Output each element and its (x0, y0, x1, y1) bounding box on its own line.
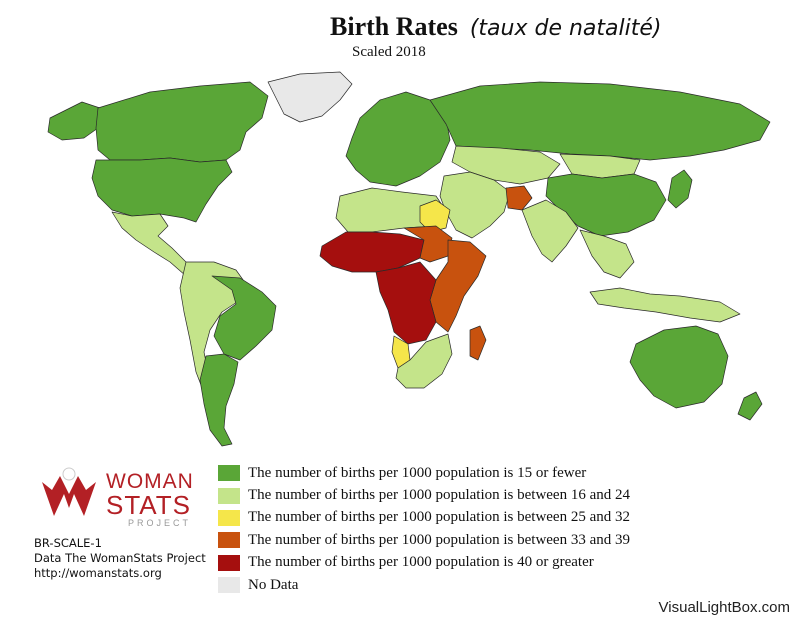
legend-label: The number of births per 1000 population… (248, 464, 587, 481)
logo-text-stats: STATS (106, 490, 191, 520)
legend-item: The number of births per 1000 population… (218, 529, 630, 551)
legend: The number of births per 1000 population… (218, 462, 630, 596)
region-libya-egypt (419, 199, 451, 233)
region-southern-africa (395, 333, 453, 389)
region-australia (629, 325, 729, 409)
region-central-asia (451, 145, 561, 185)
womanstats-logo-icon (42, 467, 96, 516)
logo-text-woman: WOMAN (106, 470, 194, 493)
data-source: Data The WomanStats Project (34, 551, 206, 565)
region-usa (91, 157, 233, 223)
legend-item: The number of births per 1000 population… (218, 552, 630, 574)
region-east-africa (429, 239, 487, 333)
womanstats-logo: WOMAN STATS PROJECT (34, 462, 194, 530)
source-info: BR-SCALE-1 Data The WomanStats Project h… (34, 536, 206, 581)
region-afghanistan (505, 185, 533, 211)
scale-label: Scaled 2018 (352, 44, 426, 60)
legend-swatch (218, 554, 240, 571)
legend-label: The number of births per 1000 population… (248, 509, 631, 526)
legend-label: The number of births per 1000 population… (248, 531, 631, 548)
region-brazil (211, 275, 277, 361)
logo-text-project: PROJECT (128, 518, 192, 528)
region-canada (95, 81, 269, 163)
legend-swatch (218, 532, 240, 549)
legend-label: The number of births per 1000 population… (248, 554, 594, 571)
region-central-africa (375, 261, 437, 345)
title-subtitle-french: (taux de natalité) (469, 16, 662, 41)
region-alaska (47, 101, 101, 141)
region-europe (345, 91, 451, 187)
map-title: Birth Rates (taux de natalité) (330, 12, 661, 42)
region-west-africa (319, 231, 425, 273)
region-south-asia (521, 199, 579, 263)
region-chile-argentina-south (199, 353, 239, 447)
source-url: http://womanstats.org (34, 566, 162, 580)
region-new-zealand (737, 391, 763, 421)
legend-item: The number of births per 1000 population… (218, 507, 630, 529)
region-madagascar (469, 325, 487, 361)
region-japan (667, 169, 693, 209)
region-middle-east (439, 171, 511, 239)
legend-swatch (218, 487, 240, 504)
legend-label: The number of births per 1000 population… (248, 487, 631, 504)
legend-label: No Data (248, 576, 299, 593)
region-sahel (403, 225, 453, 263)
legend-item: The number of births per 1000 population… (218, 484, 630, 506)
legend-item: The number of births per 1000 population… (218, 462, 630, 484)
legend-item: No Data (218, 574, 630, 596)
region-mexico-central-america (111, 211, 197, 277)
watermark: VisualLightBox.com (658, 599, 790, 616)
legend-swatch (218, 509, 240, 526)
region-indonesia-png (589, 287, 741, 323)
region-southeast-asia (579, 229, 635, 279)
region-greenland (267, 71, 353, 123)
legend-swatch (218, 577, 240, 594)
title-main: Birth Rates (330, 12, 458, 41)
legend-swatch (218, 465, 240, 482)
map-code: BR-SCALE-1 (34, 536, 102, 550)
